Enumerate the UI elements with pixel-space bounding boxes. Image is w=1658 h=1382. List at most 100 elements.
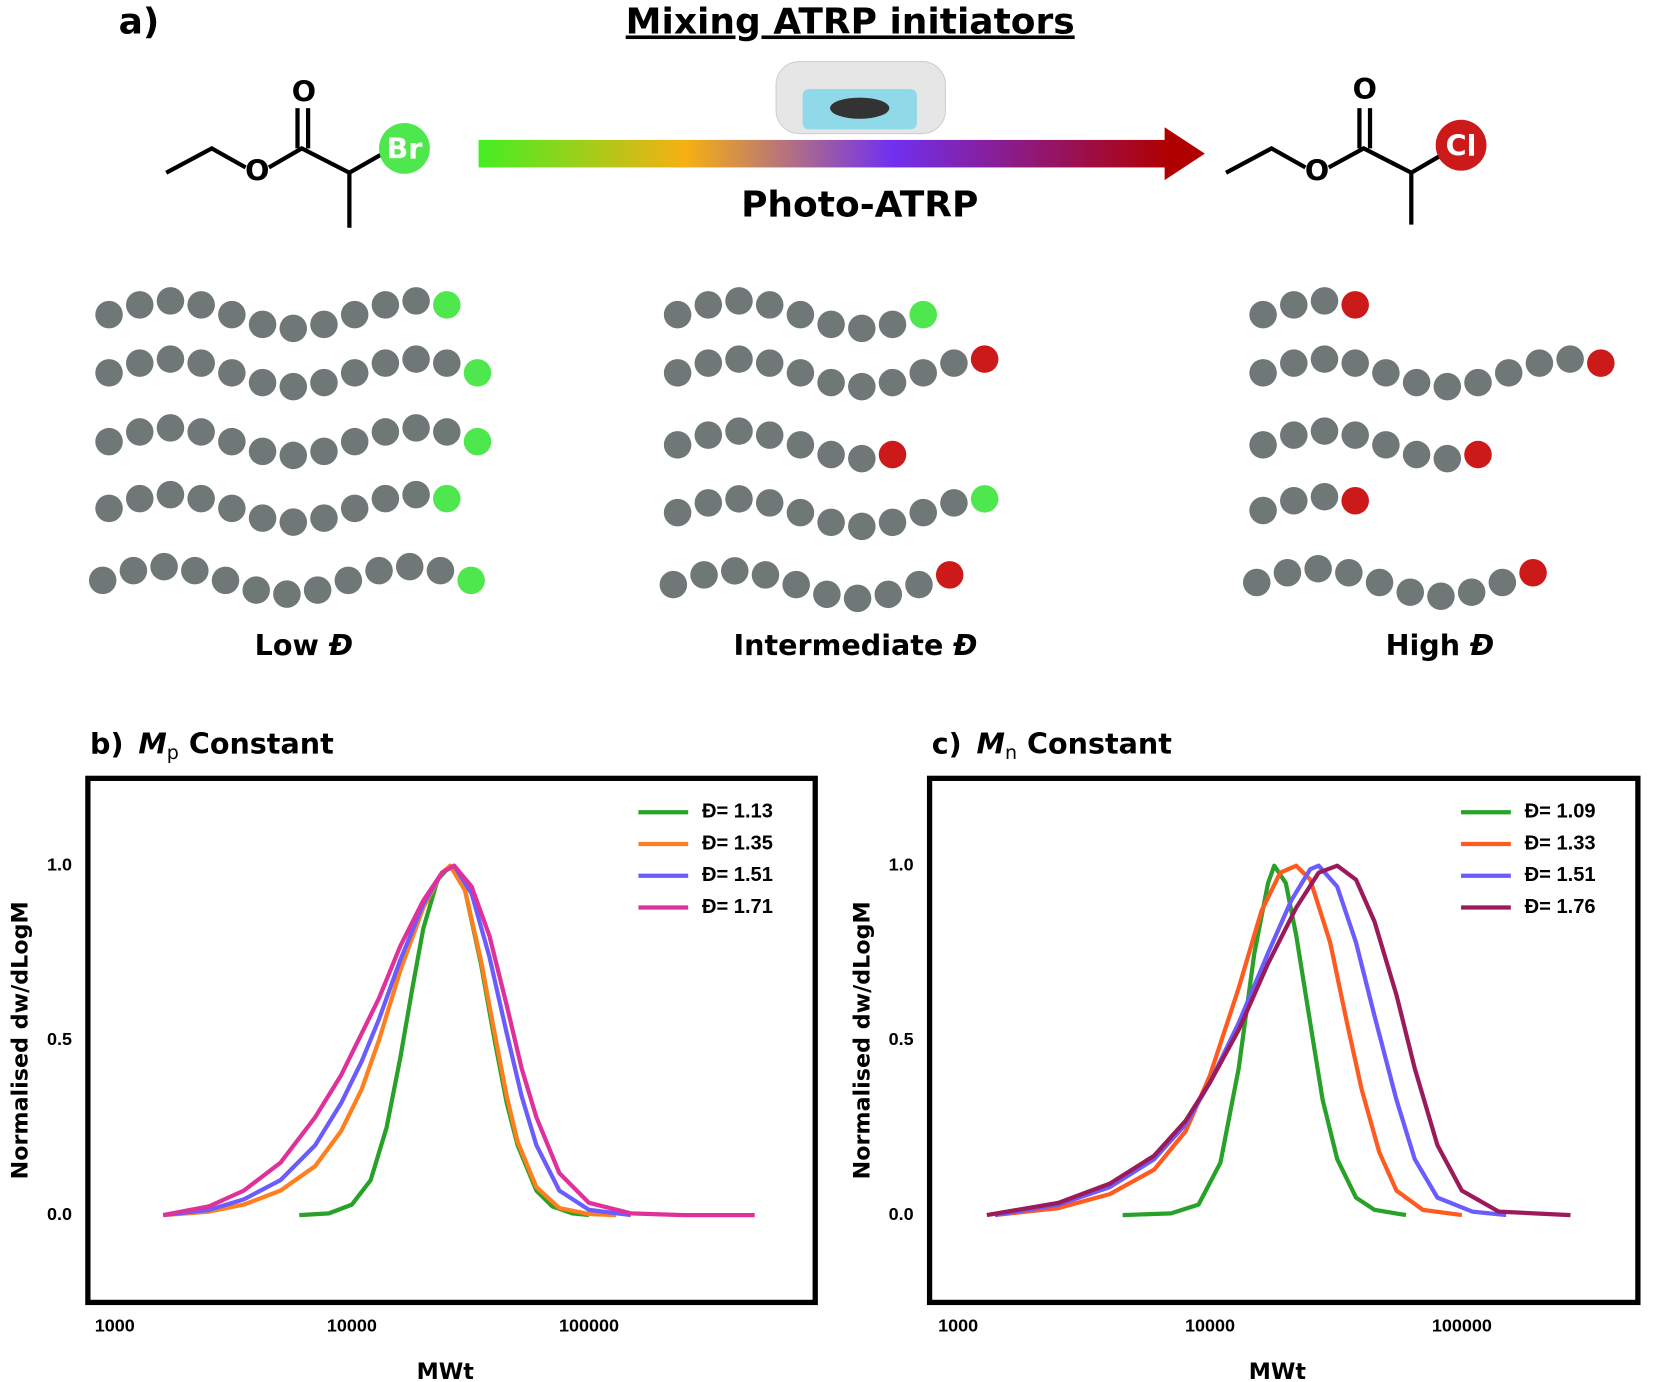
monomer xyxy=(125,291,154,319)
x-axis-label: MWt xyxy=(1249,1359,1307,1382)
monomer xyxy=(371,349,400,377)
legend-label: Đ= 1.51 xyxy=(702,864,773,886)
monomer xyxy=(88,566,117,595)
monomer xyxy=(156,414,185,442)
monomer xyxy=(1249,359,1277,387)
chain-end xyxy=(1587,349,1615,377)
chart-title: b) Mp Constant xyxy=(90,727,334,764)
monomer xyxy=(1372,359,1400,387)
monomer xyxy=(694,291,723,319)
monomer xyxy=(848,372,876,401)
monomer xyxy=(1280,291,1308,319)
monomer xyxy=(817,310,845,339)
title-symbol: M xyxy=(138,727,166,761)
monomer xyxy=(95,427,123,456)
legend-label: Đ= 1.76 xyxy=(1525,896,1596,918)
legend-label: Đ= 1.35 xyxy=(702,832,773,854)
monomer xyxy=(1341,421,1369,449)
y-tick-label: 1.0 xyxy=(889,854,914,874)
monomer xyxy=(95,300,123,329)
monomer xyxy=(878,310,907,339)
monomer xyxy=(1249,431,1277,459)
monomer xyxy=(433,418,461,446)
scheme-title: Mixing ATRP initiators xyxy=(626,1,1075,42)
chain-end xyxy=(970,485,999,513)
monomer xyxy=(786,431,815,459)
monomer xyxy=(211,566,240,595)
chain-end xyxy=(457,566,485,595)
legend-label: Đ= 1.51 xyxy=(1525,864,1596,886)
monomer xyxy=(310,310,338,339)
monomer xyxy=(725,485,753,513)
monomer xyxy=(905,570,933,599)
group-label: Intermediate Đ xyxy=(733,628,977,662)
label-symbol: Đ xyxy=(1469,628,1494,662)
legend-label: Đ= 1.09 xyxy=(1525,801,1596,823)
y-tick-label: 1.0 xyxy=(47,854,72,874)
monomer xyxy=(279,372,308,401)
monomer xyxy=(1433,444,1462,473)
monomer xyxy=(371,418,400,446)
x-tick-label: 10000 xyxy=(1185,1316,1235,1336)
monomer xyxy=(1273,558,1302,587)
x-axis-label: MWt xyxy=(417,1359,475,1382)
label-symbol: Đ xyxy=(952,628,977,662)
chart: c) Mn Constant 1000 10000 100000 0.0 0.5 1.0 MWt… xyxy=(849,727,1641,1382)
chain-end xyxy=(970,345,999,373)
halogen-circle xyxy=(1435,119,1487,171)
monomer xyxy=(725,345,753,373)
molecule-left xyxy=(165,108,388,228)
monomer xyxy=(395,552,424,581)
monomer xyxy=(1249,496,1277,525)
monomer xyxy=(402,345,430,373)
monomer xyxy=(1304,554,1332,583)
monomer xyxy=(218,359,246,387)
monomer xyxy=(1464,368,1492,397)
monomer xyxy=(426,556,455,585)
monomer xyxy=(310,437,338,466)
x-tick-label: 100000 xyxy=(559,1316,619,1336)
monomer xyxy=(786,498,815,527)
line-series xyxy=(1122,863,1407,1218)
monomer xyxy=(694,349,723,377)
monomer xyxy=(1433,372,1462,401)
monomer xyxy=(1488,568,1517,597)
monomer xyxy=(402,414,430,442)
title-subscript: p xyxy=(167,741,179,763)
monomer xyxy=(1457,578,1486,606)
monomer xyxy=(1525,349,1554,377)
plot-frame xyxy=(926,775,1641,1306)
legend-label: Đ= 1.13 xyxy=(702,801,773,823)
monomer xyxy=(1402,368,1431,397)
chain-end xyxy=(433,484,461,513)
plot-frame xyxy=(85,775,818,1306)
monomer xyxy=(755,291,784,319)
y-tick-label: 0.0 xyxy=(47,1204,72,1224)
monomer xyxy=(310,368,338,397)
monomer xyxy=(218,427,246,456)
monomer xyxy=(1280,349,1308,377)
panel-label: b) xyxy=(90,727,124,761)
atom: Br xyxy=(386,132,423,166)
chain-end xyxy=(1341,486,1369,515)
monomer xyxy=(125,418,154,446)
title-subscript: n xyxy=(1005,741,1017,763)
monomer xyxy=(303,576,332,604)
group-label: High Đ xyxy=(1386,628,1495,662)
monomer xyxy=(755,421,784,449)
monomer xyxy=(156,480,185,509)
halogen-circle xyxy=(379,122,430,174)
monomer xyxy=(782,570,810,599)
line-series xyxy=(994,863,1507,1218)
monomer xyxy=(848,314,876,343)
monomer xyxy=(371,484,400,513)
line-series xyxy=(163,863,617,1218)
label-text: High xyxy=(1386,628,1461,662)
monomer xyxy=(813,580,841,609)
label-text: Low xyxy=(255,628,319,662)
monomer xyxy=(156,287,185,315)
chain-end xyxy=(935,561,964,589)
chain-end xyxy=(463,427,492,456)
monomer xyxy=(848,512,876,541)
